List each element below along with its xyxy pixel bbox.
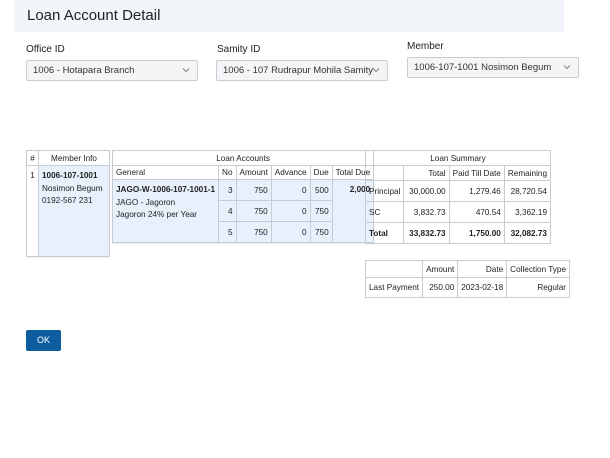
member-info-cell: 1006-107-1001 Nosimon Begum 0192-567 231 (38, 165, 110, 257)
summary-header-remaining: Remaining (503, 165, 552, 181)
loan-interest-rate: Jagoron 24% per Year (116, 210, 198, 219)
summary-row-total: 3,832.73 (403, 201, 450, 223)
summary-row-label: SC (364, 201, 405, 223)
member-select[interactable]: 1006-107-1001 Nosimon Begum (407, 57, 579, 78)
loan-row-amount: 750 (235, 179, 272, 201)
loan-row-amount: 750 (235, 221, 272, 243)
member-phone: 0192-567 231 (42, 196, 93, 205)
loan-row-no: 5 (218, 221, 237, 243)
loan-header-general: General (111, 165, 220, 180)
loan-row-advance: 0 (270, 200, 311, 222)
samity-id-value: 1006 - 107 Rudrapur Mohila Samity (223, 65, 373, 76)
chevron-down-icon (372, 68, 380, 73)
summary-row-remaining: 28,720.54 (503, 180, 552, 202)
page-header: Loan Account Detail (14, 0, 564, 32)
loan-header-due: Due (309, 165, 333, 180)
samity-id-select[interactable]: 1006 - 107 Rudrapur Mohila Samity (216, 60, 388, 81)
last-payment-table: Amount Date Collection Type Last Payment… (364, 260, 571, 298)
table-row: Total 33,832.73 1,750.00 32,082.73 (364, 222, 552, 244)
summary-row-total: 33,832.73 (403, 222, 450, 244)
loan-account-info: JAGO-W-1006-107-1001-1 JAGO - Jagoron Ja… (111, 179, 220, 243)
payment-row-date: 2023-02-18 (457, 277, 508, 298)
payment-row-label: Last Payment (364, 277, 424, 298)
chevron-down-icon (182, 68, 190, 73)
summary-header-blank (364, 165, 405, 181)
summary-row-label: Principal (364, 180, 405, 202)
samity-id-label: Samity ID (217, 44, 261, 55)
loan-row-due: 500 (309, 179, 333, 201)
loan-header-no: No (218, 165, 237, 180)
summary-row-remaining: 3,362.19 (503, 201, 552, 223)
member-table-header-info: Member Info (38, 150, 110, 166)
office-id-value: 1006 - Hotapara Branch (33, 65, 135, 76)
loan-row-advance: 0 (270, 221, 311, 243)
loan-row-advance: 0 (270, 179, 311, 201)
summary-header-paid: Paid Till Date (448, 165, 505, 181)
table-row: 1 1006-107-1001 Nosimon Begum 0192-567 2… (26, 165, 110, 257)
page-title: Loan Account Detail (27, 7, 161, 24)
loan-summary-title: Loan Summary (365, 150, 551, 166)
member-label: Member (407, 41, 444, 52)
office-id-select[interactable]: 1006 - Hotapara Branch (26, 60, 198, 81)
payment-row-type: Regular (506, 277, 571, 298)
payment-row-amount: 250.00 (422, 277, 459, 298)
member-row-number: 1 (26, 165, 39, 257)
table-row: SC 3,832.73 470.54 3,362.19 (364, 201, 552, 223)
loan-accounts-table: Loan Accounts General No Amount Advance … (111, 150, 375, 243)
summary-row-paid: 470.54 (448, 201, 505, 223)
table-row: 5 750 0 750 (113, 221, 374, 243)
loan-accounts-title: Loan Accounts (111, 150, 375, 166)
summary-row-label: Total (364, 222, 405, 244)
loan-row-no: 4 (218, 200, 237, 222)
table-row: Last Payment 250.00 2023-02-18 Regular (364, 277, 571, 298)
member-table-header-num: # (26, 150, 39, 166)
summary-row-paid: 1,279.46 (448, 180, 505, 202)
summary-row-paid: 1,750.00 (448, 222, 505, 244)
loan-row-amount: 750 (235, 200, 272, 222)
loan-row-due: 750 (309, 200, 333, 222)
ok-button[interactable]: OK (26, 330, 61, 351)
member-table: # Member Info 1 1006-107-1001 Nosimon Be… (26, 150, 110, 257)
loan-header-advance: Advance (270, 165, 311, 180)
payment-header-blank (364, 260, 424, 278)
payment-header-amount: Amount (422, 260, 459, 278)
table-row: Principal 30,000.00 1,279.46 28,720.54 (364, 180, 552, 202)
summary-header-total: Total (403, 165, 450, 181)
table-row: JAGO-W-1006-107-1001-1 JAGO - Jagoron Ja… (111, 179, 375, 243)
chevron-down-icon (563, 65, 571, 70)
summary-row-total: 30,000.00 (403, 180, 450, 202)
loan-account-number: JAGO-W-1006-107-1001-1 (116, 185, 216, 194)
payment-header-date: Date (457, 260, 508, 278)
member-name: Nosimon Begum (42, 184, 103, 193)
office-id-label: Office ID (26, 44, 65, 55)
member-id: 1006-107-1001 (42, 171, 98, 180)
payment-header-collection-type: Collection Type (506, 260, 571, 278)
loan-row-due: 750 (309, 221, 333, 243)
loan-product: JAGO - Jagoron (116, 198, 176, 207)
loan-summary-table: Loan Summary Total Paid Till Date Remain… (364, 150, 552, 244)
loan-header-amount: Amount (235, 165, 272, 180)
member-value: 1006-107-1001 Nosimon Begum (414, 62, 552, 73)
table-row: 4 750 0 750 (113, 200, 374, 222)
loan-row-no: 3 (218, 179, 237, 201)
summary-row-remaining: 32,082.73 (503, 222, 552, 244)
